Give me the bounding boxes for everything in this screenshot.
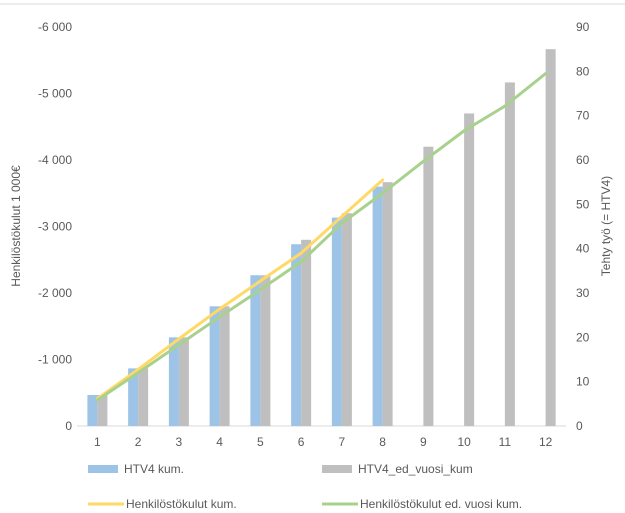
bar xyxy=(291,244,302,426)
lines xyxy=(95,72,548,402)
right-tick-label: 40 xyxy=(576,242,590,256)
x-tick-label: 12 xyxy=(539,435,553,449)
left-tick-label: -4 000 xyxy=(38,153,72,167)
series-line xyxy=(95,72,548,402)
left-tick-label: 0 xyxy=(65,419,72,433)
x-tick-label: 7 xyxy=(339,435,346,449)
x-tick-label: 5 xyxy=(257,435,264,449)
left-tick-label: -2 000 xyxy=(38,286,72,300)
series-line xyxy=(95,178,385,401)
right-tick-label: 20 xyxy=(576,330,590,344)
left-tick-label: -5 000 xyxy=(38,87,72,101)
bar xyxy=(545,49,556,427)
bars xyxy=(87,49,556,427)
legend-label: Henkilöstökulut ed. vuosi kum. xyxy=(360,497,522,511)
x-tick-label: 4 xyxy=(216,435,223,449)
bar xyxy=(168,337,179,426)
right-tick-label: 60 xyxy=(576,153,590,167)
axes: 0 -1 000 -2 000 -3 000 -4 000 -5 000 -6 000 0 10… xyxy=(0,3,625,449)
bar xyxy=(301,239,312,426)
right-tick-label: 10 xyxy=(576,375,590,389)
bar xyxy=(250,275,261,426)
legend-swatch xyxy=(322,465,352,473)
bar xyxy=(504,82,515,427)
right-tick-label: 0 xyxy=(576,419,583,433)
legend: HTV4 kum. HTV4_ed_vuosi_kum Henkilöstökulu… xyxy=(88,462,522,511)
left-tick-label: -3 000 xyxy=(38,220,72,234)
legend-label: HTV4_ed_vuosi_kum xyxy=(358,462,473,476)
bar xyxy=(209,306,220,426)
bar xyxy=(128,368,139,426)
legend-swatch xyxy=(88,465,118,473)
x-tick-label: 10 xyxy=(457,435,471,449)
x-tick-label: 2 xyxy=(135,435,142,449)
legend-label: Henkilöstökulut kum. xyxy=(126,497,237,511)
bar xyxy=(341,213,352,426)
left-axis-title: Henkilöstökulut 1 000€ xyxy=(9,165,23,287)
x-tick-label: 8 xyxy=(379,435,386,449)
x-tick-label: 11 xyxy=(499,435,512,449)
x-tick-label: 1 xyxy=(94,435,101,449)
bar xyxy=(97,394,108,426)
bar xyxy=(464,113,475,426)
bar xyxy=(331,217,342,426)
right-tick-label: 80 xyxy=(576,64,590,78)
legend-label: HTV4 kum. xyxy=(124,462,184,476)
x-tick-label: 9 xyxy=(420,435,427,449)
bar xyxy=(423,146,434,426)
bar xyxy=(382,182,393,426)
bar xyxy=(87,394,98,426)
bar xyxy=(260,275,271,426)
right-tick-label: 70 xyxy=(576,109,590,123)
right-axis-title: Tehty työ (= HTV4) xyxy=(599,176,613,276)
left-tick-label: -1 000 xyxy=(38,353,72,367)
bar xyxy=(178,337,189,426)
bar xyxy=(138,368,149,426)
x-tick-label: 6 xyxy=(298,435,305,449)
bar xyxy=(372,186,383,426)
right-tick-label: 90 xyxy=(576,20,590,34)
x-tick-label: 3 xyxy=(176,435,183,449)
bar xyxy=(219,306,230,426)
left-tick-label: -6 000 xyxy=(38,20,72,34)
right-tick-label: 30 xyxy=(576,286,590,300)
right-tick-label: 50 xyxy=(576,197,590,211)
